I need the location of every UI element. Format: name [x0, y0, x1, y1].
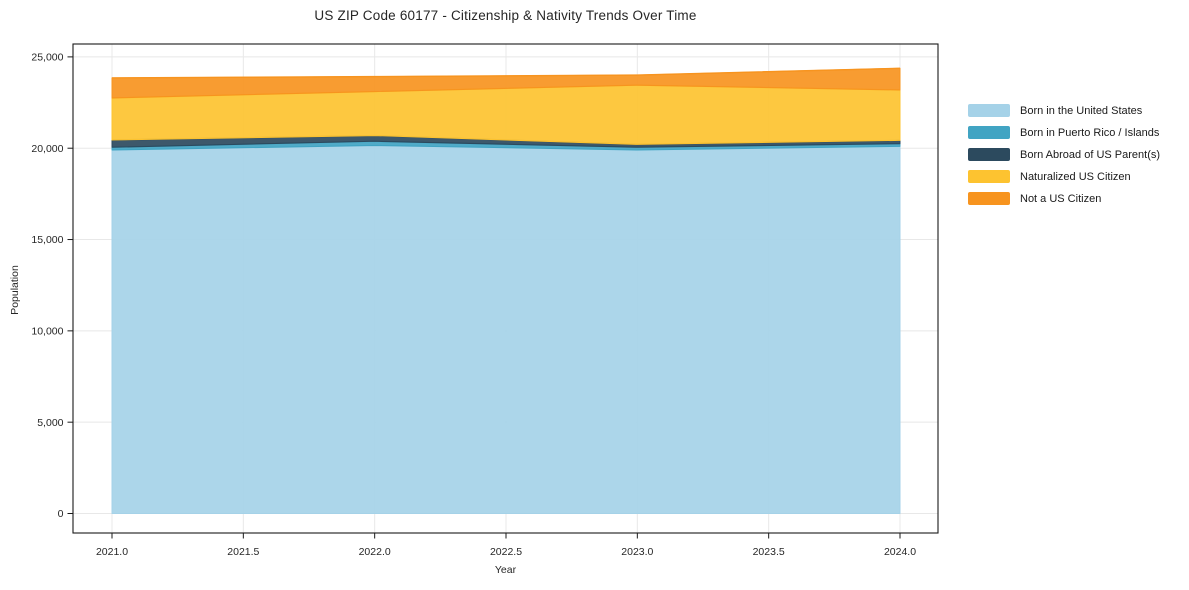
- legend-label: Born in Puerto Rico / Islands: [1020, 126, 1160, 139]
- legend: Born in the United States Born in Puerto …: [968, 104, 1160, 214]
- x-axis-label: Year: [494, 564, 517, 576]
- legend-label: Born Abroad of US Parent(s): [1020, 148, 1161, 161]
- legend-item-2: Born Abroad of US Parent(s): [968, 148, 1160, 161]
- legend-item-3: Naturalized US Citizen: [968, 170, 1160, 183]
- legend-label: Not a US Citizen: [1020, 192, 1102, 205]
- legend-swatch: [968, 192, 1010, 205]
- x-tick-label: 2021.5: [227, 546, 259, 558]
- area-series-4-edge: [111, 67, 901, 79]
- y-axis-label: Population: [9, 265, 21, 315]
- y-tick-label: 0: [58, 508, 64, 520]
- tick-labels: 2021.0 2021.5 2022.0 2022.5 2023.0 2023.5 2024…: [31, 52, 916, 558]
- legend-swatch: [968, 148, 1010, 161]
- y-tick-label: 5,000: [37, 417, 63, 429]
- legend-item-1: Born in Puerto Rico / Islands: [968, 126, 1160, 139]
- x-tick-label: 2024.0: [884, 546, 916, 558]
- x-tick-label: 2022.5: [490, 546, 522, 558]
- x-tick-label: 2023.5: [753, 546, 785, 558]
- legend-swatch: [968, 104, 1010, 117]
- x-tick-label: 2021.0: [96, 546, 128, 558]
- y-tick-label: 10,000: [31, 326, 63, 338]
- x-tick-label: 2023.0: [621, 546, 653, 558]
- legend-item-0: Born in the United States: [968, 104, 1160, 117]
- legend-swatch: [968, 126, 1010, 139]
- legend-item-4: Not a US Citizen: [968, 192, 1160, 205]
- y-tick-label: 15,000: [31, 234, 63, 246]
- area-series-0: [111, 145, 901, 514]
- axis-ticks: [67, 56, 901, 539]
- stacked-areas: [111, 67, 901, 514]
- x-tick-label: 2022.0: [359, 546, 391, 558]
- chart-title: US ZIP Code 60177 - Citizenship & Nativi…: [314, 8, 697, 23]
- y-tick-label: 20,000: [31, 143, 63, 155]
- legend-label: Born in the United States: [1020, 104, 1143, 117]
- legend-swatch: [968, 170, 1010, 183]
- legend-label: Naturalized US Citizen: [1020, 170, 1131, 183]
- y-tick-label: 25,000: [31, 52, 63, 64]
